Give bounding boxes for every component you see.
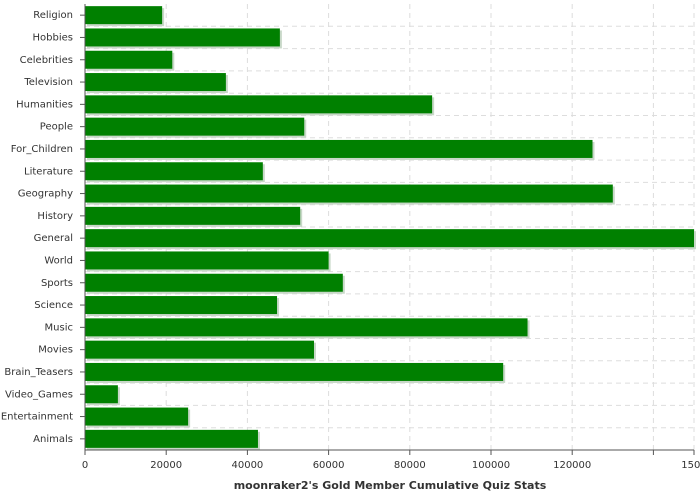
x-tick-label: 120000 bbox=[553, 460, 591, 471]
y-tick-label: Brain_Teasers bbox=[4, 367, 73, 378]
y-tick-label: History bbox=[37, 211, 73, 222]
y-tick-label: Celebrities bbox=[20, 55, 73, 66]
bar bbox=[85, 162, 263, 181]
x-tick-label: 0 bbox=[82, 460, 88, 471]
x-tick-label: 80000 bbox=[394, 460, 426, 471]
bar bbox=[85, 318, 528, 337]
bar bbox=[85, 407, 189, 426]
y-tick-label: World bbox=[44, 255, 73, 266]
y-tick-label: Television bbox=[23, 77, 73, 88]
bar bbox=[85, 251, 329, 270]
bar bbox=[85, 273, 343, 292]
y-tick-label: General bbox=[34, 233, 73, 244]
y-tick-label: Video_Games bbox=[5, 389, 73, 400]
bar bbox=[85, 117, 305, 136]
bar bbox=[85, 296, 278, 315]
y-tick-label: Music bbox=[45, 322, 73, 333]
y-tick-label: People bbox=[40, 122, 73, 133]
y-tick-label: Movies bbox=[38, 345, 73, 356]
y-tick-label: Entertainment bbox=[1, 412, 73, 423]
x-tick-label: 40000 bbox=[231, 460, 263, 471]
x-tick-label: 1500 bbox=[681, 460, 700, 471]
y-tick-label: Animals bbox=[33, 434, 73, 445]
bar bbox=[85, 50, 173, 69]
bar bbox=[85, 429, 258, 448]
y-tick-label: Sports bbox=[41, 278, 73, 289]
x-tick-label: 100000 bbox=[472, 460, 510, 471]
bar bbox=[85, 385, 118, 404]
bar bbox=[85, 139, 593, 158]
y-tick-label: Religion bbox=[33, 10, 73, 21]
y-tick-label: For_Children bbox=[11, 144, 73, 155]
bar bbox=[85, 73, 226, 92]
bar bbox=[85, 6, 163, 25]
bar bbox=[85, 362, 504, 381]
y-tick-label: Science bbox=[34, 300, 73, 311]
bar bbox=[85, 184, 613, 203]
x-tick-label: 20000 bbox=[150, 460, 182, 471]
y-tick-label: Humanities bbox=[16, 99, 73, 110]
bar bbox=[85, 340, 314, 359]
x-tick-label: 60000 bbox=[313, 460, 345, 471]
bar bbox=[85, 229, 694, 248]
y-tick-label: Literature bbox=[24, 166, 73, 177]
y-tick-label: Geography bbox=[18, 189, 73, 200]
bar bbox=[85, 95, 433, 114]
bar bbox=[85, 206, 301, 225]
y-tick-label: Hobbies bbox=[33, 32, 73, 43]
bar bbox=[85, 28, 280, 47]
x-axis-title: moonraker2's Gold Member Cumulative Quiz… bbox=[234, 479, 547, 492]
